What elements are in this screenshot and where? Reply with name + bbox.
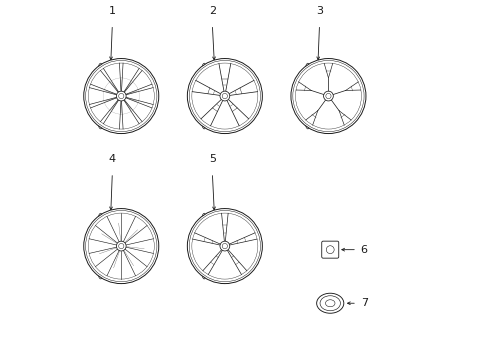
Circle shape [116,91,126,101]
Text: 6: 6 [360,245,367,255]
Circle shape [220,91,229,101]
Text: 1: 1 [109,6,116,16]
Circle shape [187,59,262,134]
Circle shape [83,208,159,284]
Circle shape [220,241,229,251]
Circle shape [290,59,365,134]
Text: 3: 3 [315,6,323,16]
Text: 2: 2 [208,6,216,16]
Circle shape [83,59,159,134]
Circle shape [116,241,126,251]
Text: 7: 7 [360,298,367,308]
Text: 4: 4 [108,154,116,164]
Text: 5: 5 [208,154,215,164]
Circle shape [323,91,333,101]
Circle shape [187,208,262,284]
